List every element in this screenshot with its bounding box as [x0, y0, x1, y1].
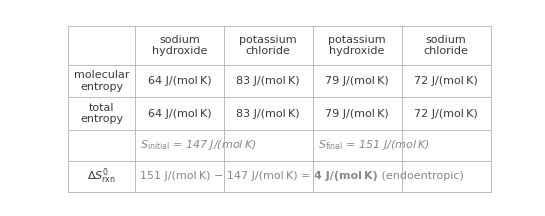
- Text: 72 J/(mol K): 72 J/(mol K): [414, 76, 478, 86]
- Text: $\Delta S^0_{\rm rxn}$: $\Delta S^0_{\rm rxn}$: [87, 167, 116, 186]
- Text: (endoentropic): (endoentropic): [378, 172, 464, 181]
- Text: $S_{\rm final}$ = 151 J/(mol K): $S_{\rm final}$ = 151 J/(mol K): [318, 138, 430, 152]
- Text: 151 J/(mol K) − 147 J/(mol K) =: 151 J/(mol K) − 147 J/(mol K) =: [140, 172, 314, 181]
- Text: molecular
entropy: molecular entropy: [74, 70, 129, 92]
- Text: $S_{\rm initial}$ = 147 J/(mol K): $S_{\rm initial}$ = 147 J/(mol K): [140, 138, 257, 152]
- Text: potassium
hydroxide: potassium hydroxide: [328, 35, 386, 56]
- Text: potassium
chloride: potassium chloride: [239, 35, 297, 56]
- Text: 72 J/(mol K): 72 J/(mol K): [414, 109, 478, 119]
- Text: 79 J/(mol K): 79 J/(mol K): [325, 76, 389, 86]
- Text: 83 J/(mol K): 83 J/(mol K): [237, 109, 300, 119]
- Text: 79 J/(mol K): 79 J/(mol K): [325, 109, 389, 119]
- Text: sodium
hydroxide: sodium hydroxide: [152, 35, 207, 56]
- Text: 83 J/(mol K): 83 J/(mol K): [237, 76, 300, 86]
- Text: 4 J/(mol K): 4 J/(mol K): [314, 172, 378, 181]
- Text: sodium
chloride: sodium chloride: [423, 35, 469, 56]
- Text: 64 J/(mol K): 64 J/(mol K): [148, 109, 211, 119]
- Text: total
entropy: total entropy: [80, 103, 123, 124]
- Text: 64 J/(mol K): 64 J/(mol K): [148, 76, 211, 86]
